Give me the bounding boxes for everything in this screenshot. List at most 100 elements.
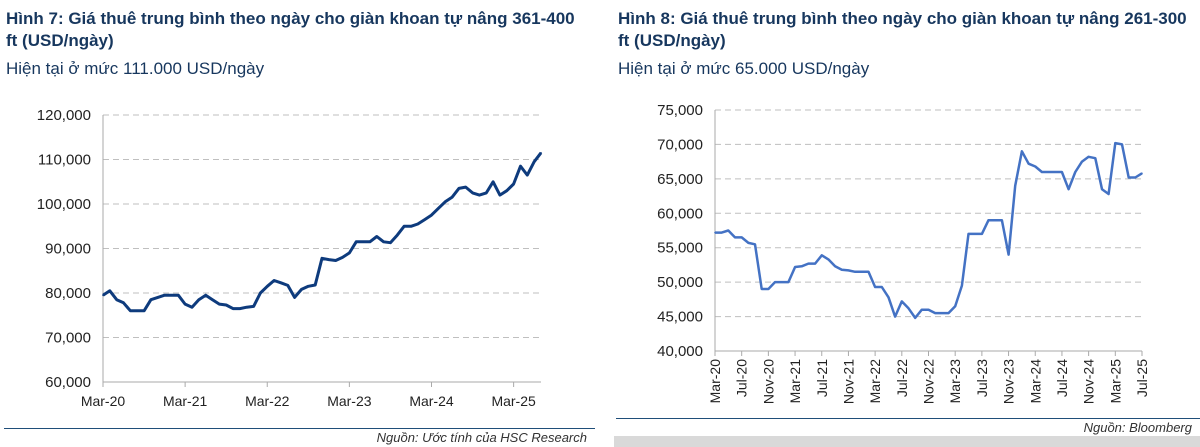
data-point	[880, 286, 883, 288]
data-point	[847, 269, 850, 272]
y-tick-label: 70,000	[657, 136, 703, 153]
data-point	[834, 265, 836, 268]
data-point	[471, 192, 474, 194]
data-point	[840, 268, 843, 271]
x-tick-label: Jul-23	[974, 359, 990, 397]
data-point	[1087, 156, 1090, 158]
data-point	[102, 294, 104, 297]
x-tick-label: Mar-23	[327, 393, 372, 409]
figure-7: Hình 7: Giá thuê trung bình theo ngày ch…	[0, 0, 595, 447]
x-tick-label: Mar-22	[245, 393, 290, 409]
data-point	[218, 303, 221, 305]
data-point	[1074, 171, 1077, 173]
data-point	[540, 152, 542, 154]
series-line	[102, 151, 543, 313]
data-point	[1081, 160, 1083, 163]
data-point	[492, 180, 494, 183]
data-point	[307, 285, 310, 288]
data-point	[747, 242, 750, 244]
y-tick-label: 80,000	[45, 285, 91, 302]
data-point	[927, 308, 930, 311]
data-point	[362, 241, 364, 243]
footer-bar	[614, 436, 1200, 447]
data-point	[794, 266, 796, 268]
data-point	[499, 194, 501, 196]
x-tick-label: Mar-20	[707, 359, 723, 404]
data-point	[907, 307, 910, 310]
data-point	[430, 214, 433, 216]
data-point	[232, 307, 234, 310]
data-point	[198, 298, 200, 301]
data-point	[814, 262, 816, 265]
data-point	[740, 236, 743, 239]
data-point	[714, 231, 716, 234]
data-point	[1061, 171, 1063, 173]
data-point	[293, 296, 296, 299]
data-point	[947, 312, 950, 314]
x-tick-label: Mar-20	[81, 393, 126, 409]
divider	[4, 428, 595, 429]
line-chart: 60,000 70,000 80,000 90,000 100,000 110,000 12…	[37, 107, 543, 409]
data-point	[156, 296, 159, 299]
data-point	[170, 294, 173, 297]
data-point	[954, 305, 956, 308]
data-point	[533, 160, 535, 163]
data-point	[225, 304, 227, 306]
data-point	[485, 192, 488, 194]
data-point	[987, 219, 990, 221]
data-point	[129, 310, 132, 312]
data-point	[820, 254, 823, 257]
data-point	[981, 233, 983, 235]
data-point	[807, 262, 810, 265]
source-note: Nguồn: Ước tính của HSC Research	[376, 430, 587, 445]
y-tick-label: 120,000	[37, 107, 91, 124]
data-point	[150, 298, 152, 301]
x-tick-label: Mar-23	[947, 359, 963, 404]
data-point	[860, 271, 863, 273]
data-point	[1067, 188, 1070, 190]
data-point	[410, 225, 412, 228]
data-point	[184, 303, 186, 305]
data-point	[375, 235, 378, 238]
data-point	[961, 284, 963, 287]
y-tick-label: 60,000	[45, 374, 91, 391]
divider	[616, 418, 1200, 419]
x-tick-label: Nov-21	[840, 359, 856, 404]
data-point	[1014, 184, 1017, 187]
x-tick-label: Mar-24	[1027, 359, 1043, 404]
data-point	[334, 259, 337, 262]
data-point	[787, 281, 790, 283]
data-point	[266, 285, 269, 288]
data-point	[914, 317, 916, 319]
data-point	[734, 236, 736, 239]
data-point	[417, 223, 419, 225]
figure-subtitle: Hiện tại ở mức 65.000 USD/ngày	[618, 59, 870, 78]
data-point	[760, 288, 763, 290]
data-point	[887, 296, 890, 299]
data-point	[437, 207, 440, 210]
y-tick-label: 75,000	[657, 102, 703, 119]
data-point	[901, 300, 903, 303]
data-point	[505, 189, 508, 192]
x-tick-label: Nov-20	[760, 359, 776, 404]
data-point	[321, 257, 323, 260]
data-point	[967, 233, 970, 235]
data-point	[369, 241, 371, 243]
data-point	[211, 298, 214, 301]
x-tick-label: Mar-22	[867, 359, 883, 404]
data-point	[1114, 142, 1117, 144]
data-point	[526, 174, 529, 176]
y-tick-label: 60,000	[657, 205, 703, 222]
data-point	[191, 306, 193, 309]
data-point	[1141, 172, 1143, 175]
data-point	[239, 307, 241, 310]
data-point	[109, 289, 111, 292]
x-tick-label: Jul-22	[894, 359, 910, 397]
data-point	[273, 279, 275, 282]
figure-title: Hình 8: Giá thuê trung bình theo ngày ch…	[618, 9, 1187, 50]
x-tick-label: Mar-25	[1107, 359, 1123, 404]
x-tick-label: Mar-21	[787, 359, 803, 404]
data-point	[1027, 162, 1030, 165]
data-point	[727, 229, 730, 232]
data-point	[458, 187, 460, 190]
